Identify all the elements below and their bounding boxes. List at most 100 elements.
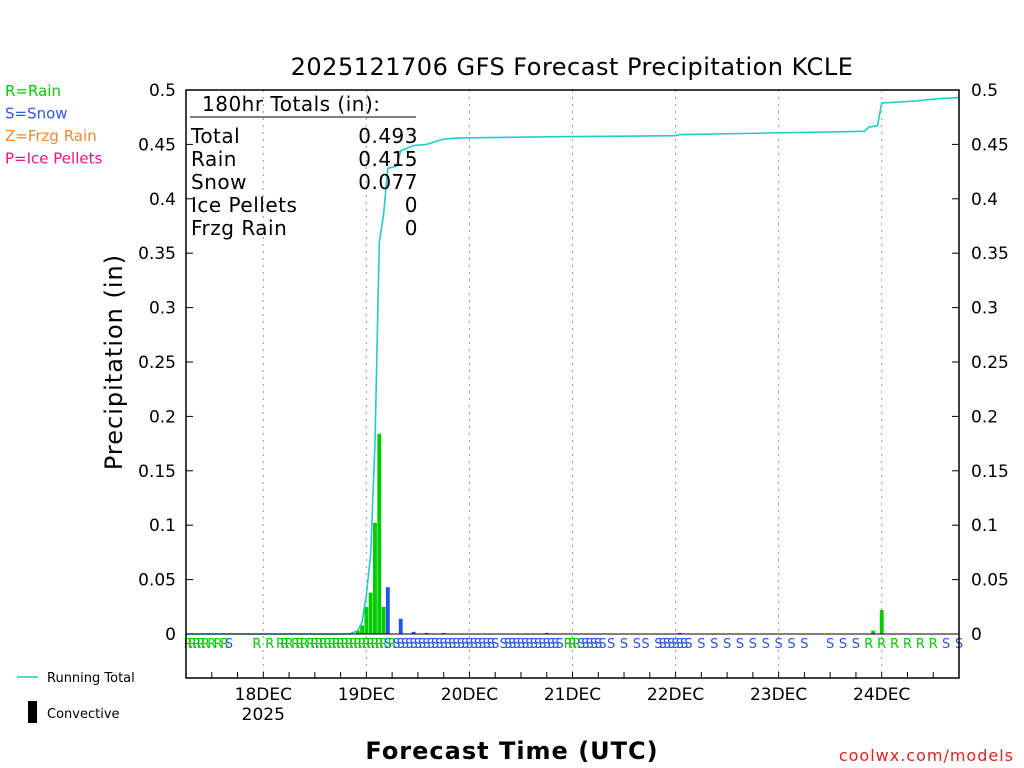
precip-type-code: S	[444, 637, 452, 652]
precip-type-code: S	[491, 637, 499, 652]
precip-type-code: S	[607, 637, 615, 652]
x-tick-label: 21DEC	[544, 685, 601, 705]
precip-type-code: S	[461, 637, 469, 652]
precip-type-code: R	[207, 637, 216, 652]
precip-type-code: R	[295, 637, 304, 652]
precip-bar	[373, 523, 377, 634]
precip-type-code: R	[358, 637, 367, 652]
precip-type-code: S	[547, 637, 555, 652]
gridlines	[262, 90, 883, 678]
precip-type-code: S	[508, 637, 516, 652]
precip-type-code: S	[633, 637, 641, 652]
precip-type-code: S	[671, 637, 679, 652]
precip-type-code: S	[452, 637, 460, 652]
precip-bar	[677, 632, 682, 634]
precip-type-code: S	[504, 637, 512, 652]
convective-legend-swatch	[28, 701, 37, 723]
series-legend-label: Convective	[47, 707, 120, 722]
precip-bar	[871, 630, 876, 634]
precip-type-code: S	[659, 637, 667, 652]
y-tick-label-right: 0.5	[971, 81, 998, 101]
x-tick-sublabel: 2025	[242, 705, 285, 725]
precip-type-code: S	[736, 637, 744, 652]
precip-type-code: S	[521, 637, 529, 652]
series-legend: Running Total Convective	[17, 671, 135, 723]
precip-type-code: S	[684, 637, 692, 652]
precip-bar	[381, 606, 386, 634]
precip-bar	[364, 606, 369, 634]
y-tick-label-right: 0.4	[971, 190, 998, 210]
y-axis-title: Precipitation (in)	[100, 254, 128, 470]
precip-type-code: R	[285, 637, 294, 652]
precip-type-code: S	[392, 637, 400, 652]
y-tick-label-right: 0.45	[971, 135, 1009, 155]
totals-row-value: 0	[405, 193, 418, 217]
totals-row-value: 0	[405, 216, 418, 240]
precip-type-code: R	[280, 637, 289, 652]
running-total-polyline	[186, 96, 960, 635]
precip-bar	[377, 433, 382, 634]
precip-type-code: R	[214, 637, 223, 652]
y-tick-label-left: 0.3	[149, 299, 176, 319]
precip-type-code: R	[349, 637, 358, 652]
totals-row-label: Snow	[191, 170, 247, 194]
precip-type-code: S	[555, 637, 563, 652]
precip-type-code: S	[500, 637, 508, 652]
precip-type-legend-item: Z=Frzg Rain	[5, 127, 97, 145]
totals-row-value: 0.077	[358, 170, 418, 194]
credit-text: coolwx.com/models	[839, 746, 1014, 765]
precip-type-code: S	[852, 637, 860, 652]
precip-type-code: R	[564, 637, 573, 652]
y-tick-label-right: 0.1	[971, 516, 998, 536]
precip-type-code: R	[877, 637, 886, 652]
precip-type-code: S	[551, 637, 559, 652]
x-tick-label: 19DEC	[338, 685, 395, 705]
precip-type-code: R	[340, 637, 349, 652]
plot-frame	[185, 89, 960, 679]
precip-type-code: S	[470, 637, 478, 652]
precip-type-code: R	[568, 637, 577, 652]
precip-type-code: S	[641, 637, 649, 652]
precip-type-legend-item: R=Rain	[5, 82, 61, 100]
precip-type-code: R	[332, 637, 341, 652]
precip-type-code: S	[530, 637, 538, 652]
precip-type-code: S	[586, 637, 594, 652]
precip-type-code: S	[581, 637, 589, 652]
y-tick-label-right: 0.15	[971, 462, 1009, 482]
precip-type-code: S	[401, 637, 409, 652]
precip-type-code: S	[577, 637, 585, 652]
series-legend-label: Running Total	[47, 671, 135, 686]
totals-row-label: Ice Pellets	[191, 193, 297, 217]
y-tick-label-right: 0.25	[971, 353, 1009, 373]
precip-type-code: R	[388, 637, 397, 652]
precip-type-code: S	[431, 637, 439, 652]
totals-row-value: 0.415	[358, 147, 418, 171]
totals-box: 180hr Totals (in): Total 0.493 Rain 0.415 Sn…	[190, 92, 418, 240]
precip-type-code: S	[826, 637, 834, 652]
precip-type-code: R	[864, 637, 873, 652]
precip-type-code: S	[762, 637, 770, 652]
y-tick-label-left: 0.15	[138, 462, 176, 482]
totals-row-label: Frzg Rain	[191, 216, 287, 240]
precip-type-code: R	[336, 637, 345, 652]
precip-type-code: R	[220, 637, 229, 652]
precip-type-code: R	[192, 637, 201, 652]
precip-type-code: S	[409, 637, 417, 652]
precip-type-code: S	[414, 637, 422, 652]
precip-type-code: S	[534, 637, 542, 652]
precip-type-code: R	[929, 637, 938, 652]
precip-type-code: S	[800, 637, 808, 652]
precip-type-code: R	[375, 637, 384, 652]
precip-type-code: S	[654, 637, 662, 652]
precip-type-code: R	[310, 637, 319, 652]
precip-type-code: S	[487, 637, 495, 652]
precip-type-code: R	[315, 637, 324, 652]
y-tick-label-left: 0.2	[149, 407, 176, 427]
precip-type-code: S	[680, 637, 688, 652]
precip-type-code: S	[440, 637, 448, 652]
precip-type-code: S	[598, 637, 606, 652]
precip-type-code: R	[276, 637, 285, 652]
y-tick-label-left: 0.05	[138, 571, 176, 591]
